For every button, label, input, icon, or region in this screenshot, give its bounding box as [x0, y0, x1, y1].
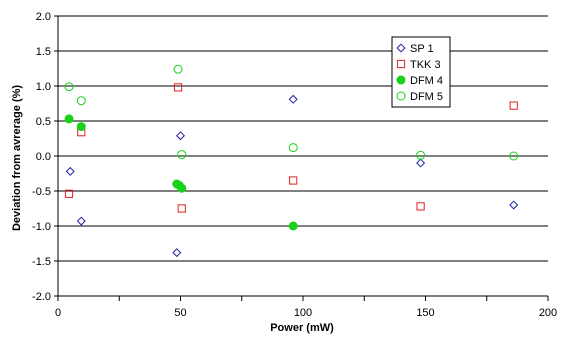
point-dfm-5 [416, 150, 426, 160]
y-tick-label: -2.0 [32, 291, 51, 303]
point-dfm-5 [173, 64, 183, 74]
point-sp-1 [416, 158, 426, 168]
y-tick-label: 1.0 [36, 81, 51, 93]
point-tkk-3 [509, 101, 518, 110]
legend-label-dfm-4: DFM 4 [410, 75, 443, 87]
point-dfm-5 [64, 82, 74, 92]
y-tick-label: 0.0 [36, 151, 51, 163]
point-dfm-5 [177, 150, 187, 160]
point-dfm-4 [288, 221, 298, 231]
legend-marker-dfm-4 [396, 75, 406, 85]
point-tkk-3 [64, 189, 74, 198]
point-sp-1 [65, 166, 75, 176]
data-points [64, 64, 519, 258]
point-tkk-3 [416, 202, 425, 211]
point-dfm-4 [64, 114, 74, 124]
y-tick-label: -0.5 [32, 186, 51, 198]
point-dfm-5 [509, 151, 519, 161]
x-tick-label: 200 [539, 307, 557, 319]
x-tick-labels: 0 50 100 150 200 [55, 307, 557, 319]
x-tick-label: 100 [294, 307, 312, 319]
legend: SP 1 TKK 3 DFM 4 DFM 5 [391, 36, 451, 108]
legend-label-sp-1: SP 1 [410, 43, 434, 55]
point-sp-1 [76, 216, 86, 226]
point-sp-1 [172, 248, 182, 258]
point-sp-1 [175, 131, 186, 141]
point-tkk-3 [173, 83, 183, 92]
y-tick-label: 0.5 [36, 116, 51, 128]
point-sp-1 [288, 94, 298, 104]
y-tick-label: 2.0 [36, 11, 51, 23]
point-tkk-3 [289, 176, 298, 185]
point-tkk-3 [177, 204, 186, 213]
axes [54, 15, 549, 301]
y-tick-label: -1.5 [32, 256, 51, 268]
x-tick-label: 150 [416, 307, 434, 319]
legend-marker-dfm-5 [396, 91, 406, 101]
point-dfm-5 [288, 143, 298, 153]
y-tick-labels: 2.0 1.5 1.0 0.5 0.0 -0.5 -1.0 -1.5 -2.0 [32, 11, 51, 303]
point-dfm-5 [76, 96, 86, 106]
point-sp-1 [509, 200, 519, 210]
y-axis-title: Deviation from avrerage (%) [11, 85, 23, 231]
legend-marker-sp-1 [396, 43, 406, 53]
legend-label-dfm-5: DFM 5 [410, 91, 443, 103]
point-dfm-4 [177, 183, 187, 193]
x-tick-label: 50 [174, 307, 186, 319]
point-dfm-4 [76, 122, 86, 132]
y-tick-label: 1.5 [36, 46, 51, 58]
x-axis-title: Power (mW) [270, 322, 334, 334]
legend-label-tkk-3: TKK 3 [410, 59, 441, 71]
legend-marker-tkk-3 [396, 59, 406, 69]
x-tick-label: 0 [55, 307, 61, 319]
y-tick-label: -1.0 [32, 221, 51, 233]
grid-lines [58, 15, 548, 297]
legend-box [391, 36, 451, 108]
